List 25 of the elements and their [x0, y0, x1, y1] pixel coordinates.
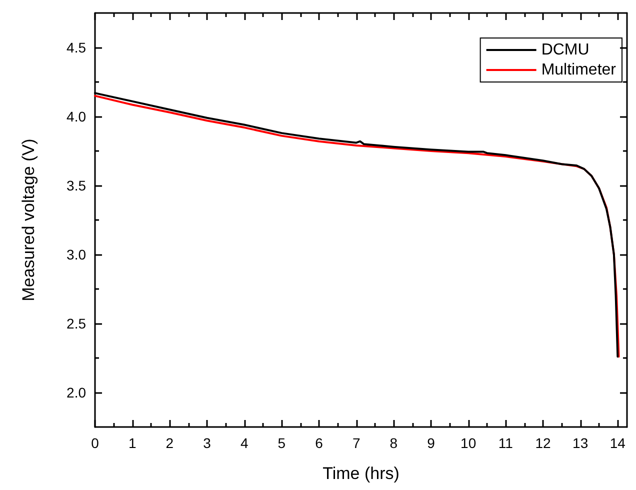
x-tick-label: 10 [460, 435, 476, 451]
x-tick-label: 6 [315, 435, 324, 451]
x-tick-label: 9 [427, 435, 436, 451]
x-tick-label: 8 [390, 435, 398, 451]
x-tick-label: 14 [610, 435, 626, 451]
x-tick-label: 13 [572, 435, 588, 451]
x-tick-label: 2 [166, 435, 174, 451]
y-axis-title: Measured voltage (V) [19, 138, 38, 302]
x-tick-label: 1 [128, 435, 136, 451]
x-tick-label: 7 [352, 435, 360, 451]
y-tick-label: 4.0 [66, 108, 86, 124]
x-tick-label: 11 [498, 435, 514, 451]
y-tick-label: 2.5 [66, 316, 86, 332]
y-tick-label: 3.5 [66, 178, 86, 194]
x-tick-label: 12 [535, 435, 551, 451]
legend-label: DCMU [541, 42, 590, 58]
x-tick-label: 5 [278, 435, 286, 451]
y-tick-label: 3.0 [66, 246, 86, 262]
x-axis-title: Time (hrs) [322, 464, 400, 483]
x-tick-label: 3 [203, 435, 212, 451]
y-tick-label: 4.5 [66, 40, 86, 56]
x-tick-label: 0 [91, 435, 100, 451]
y-tick-label: 2.0 [66, 384, 86, 400]
x-tick-label: 4 [240, 435, 248, 451]
legend-label: Multimeter [541, 62, 617, 78]
